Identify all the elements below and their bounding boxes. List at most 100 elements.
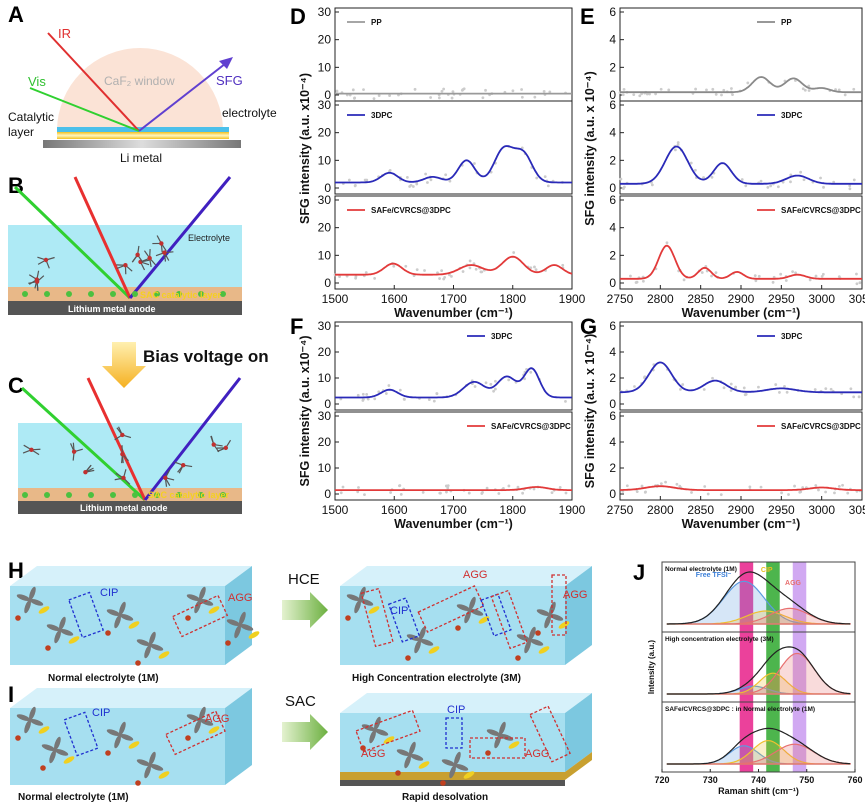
agg-label: AGG xyxy=(205,713,229,725)
subplot-j-2: SAFe/CVRCS@3DPC : in Normal electrolyte … xyxy=(661,701,856,773)
data-point xyxy=(520,95,524,99)
slab-side xyxy=(565,566,592,665)
y-axis-label: SFG intensity (a.u. x 10⁻⁴) xyxy=(583,71,597,225)
tfsi-anion xyxy=(24,719,31,734)
electrolyte-layer xyxy=(57,127,229,132)
tfsi-anion xyxy=(194,599,201,614)
subplot-safe-cvrcs-3dpc: 0 2 4 6 SAFe/CVRCS@3DPC 2750 2800 2850 2900 2950 3… xyxy=(607,193,865,320)
series-line xyxy=(620,76,862,94)
tfsi-anion xyxy=(441,759,456,766)
tfsi-anion xyxy=(29,586,36,601)
li-ion xyxy=(110,291,116,297)
x-tick-label: 2750 xyxy=(607,292,634,306)
solvent-molecule xyxy=(68,636,80,644)
slab-side xyxy=(225,688,252,785)
panel-label-h: H xyxy=(8,558,24,583)
tfsi-anion xyxy=(106,729,121,736)
data-point xyxy=(501,487,505,490)
panel-label-a: A xyxy=(8,2,24,27)
vis-beam xyxy=(13,185,132,300)
data-point xyxy=(445,490,448,494)
data-point xyxy=(489,382,493,386)
data-point xyxy=(388,94,391,98)
slab-top xyxy=(10,566,252,586)
li-ion xyxy=(22,291,28,297)
solvent-molecule xyxy=(38,606,50,614)
data-point xyxy=(413,87,417,91)
highlight-band xyxy=(792,562,807,772)
subplot-j-1: High concentration electrolyte (3M) xyxy=(661,631,856,703)
data-point xyxy=(429,96,433,99)
data-point xyxy=(817,488,820,492)
subplot-safe-cvrcs-3dpc: 0 10 20 30 SAFe/CVRCS@3DPC 1500 1600 1700 1800 19… xyxy=(318,409,586,531)
li-ion xyxy=(88,291,94,297)
molecule-atom xyxy=(135,252,140,258)
data-point xyxy=(693,168,697,172)
data-point xyxy=(832,180,836,184)
y-tick-label: 4 xyxy=(609,221,616,235)
slab-side xyxy=(225,566,252,665)
chart-g: 0 2 4 6 3DPC 0 2 4 6 SAFe/CVRCS@3DPC 2750 2800 2850 2… xyxy=(583,319,865,531)
solvent-molecule xyxy=(368,606,380,614)
data-point xyxy=(676,143,680,147)
agg-label: AGG xyxy=(361,748,385,760)
data-point xyxy=(543,175,547,179)
molecule-atom xyxy=(159,241,164,246)
tfsi-anion xyxy=(136,759,151,766)
electrolyte-region xyxy=(8,225,242,287)
data-point xyxy=(667,88,671,92)
data-point xyxy=(468,266,472,270)
data-point xyxy=(714,92,718,96)
panel-label-j: J xyxy=(633,560,645,585)
data-point xyxy=(855,272,858,276)
tfsi-anion xyxy=(419,626,426,641)
panel-b-schematic: B Electrolyte SAC catalytic layer Lithiu… xyxy=(8,173,242,315)
li-ion xyxy=(44,492,50,498)
li-ion xyxy=(135,780,141,786)
tfsi-anion xyxy=(114,734,121,749)
data-point xyxy=(740,178,744,181)
data-point xyxy=(532,487,536,491)
agg-box xyxy=(490,589,528,650)
data-point xyxy=(654,92,657,96)
tfsi-anion xyxy=(359,599,374,606)
cip-box xyxy=(480,593,512,637)
x-axis-label: Wavenumber (cm⁻¹) xyxy=(394,517,513,531)
data-point xyxy=(507,378,511,382)
data-point xyxy=(678,484,682,488)
li-ion xyxy=(15,735,21,741)
li-ion xyxy=(405,655,411,661)
y-tick-label: 20 xyxy=(318,33,332,47)
y-tick-label: 4 xyxy=(609,33,616,47)
data-point xyxy=(356,393,360,397)
data-point xyxy=(493,387,497,391)
legend-label: 3DPC xyxy=(371,111,393,120)
y-tick-label: 30 xyxy=(318,193,332,207)
sfg-beam xyxy=(143,377,242,501)
data-point xyxy=(533,265,536,269)
data-point xyxy=(558,486,562,489)
data-point xyxy=(798,490,802,494)
data-point xyxy=(480,492,484,495)
tfsi-anion xyxy=(369,729,376,744)
tfsi-anion xyxy=(199,586,206,601)
data-point xyxy=(353,96,357,100)
agg-label: AGG xyxy=(525,748,549,760)
data-point xyxy=(780,491,783,495)
panel-label-c: C xyxy=(8,373,24,398)
panel-label-d: D xyxy=(290,4,306,29)
data-point xyxy=(365,178,369,182)
tfsi-anion xyxy=(226,619,241,626)
subplot-safe-cvrcs-3dpc: 0 2 4 6 SAFe/CVRCS@3DPC 2750 2800 2850 2900 2950 3… xyxy=(607,409,865,531)
data-point xyxy=(507,484,511,488)
slab-top xyxy=(340,693,592,713)
y-tick-label: 10 xyxy=(318,153,332,167)
data-point xyxy=(814,484,818,487)
data-point xyxy=(438,277,441,280)
data-point xyxy=(824,490,828,494)
tfsi-anion xyxy=(136,639,151,646)
x-tick-label: 2950 xyxy=(768,503,795,517)
y-axis-label: SFG intensity (a.u. x 10⁻⁴) xyxy=(583,334,597,488)
li-metal-bar xyxy=(43,140,241,148)
legend-label: PP xyxy=(781,18,792,27)
